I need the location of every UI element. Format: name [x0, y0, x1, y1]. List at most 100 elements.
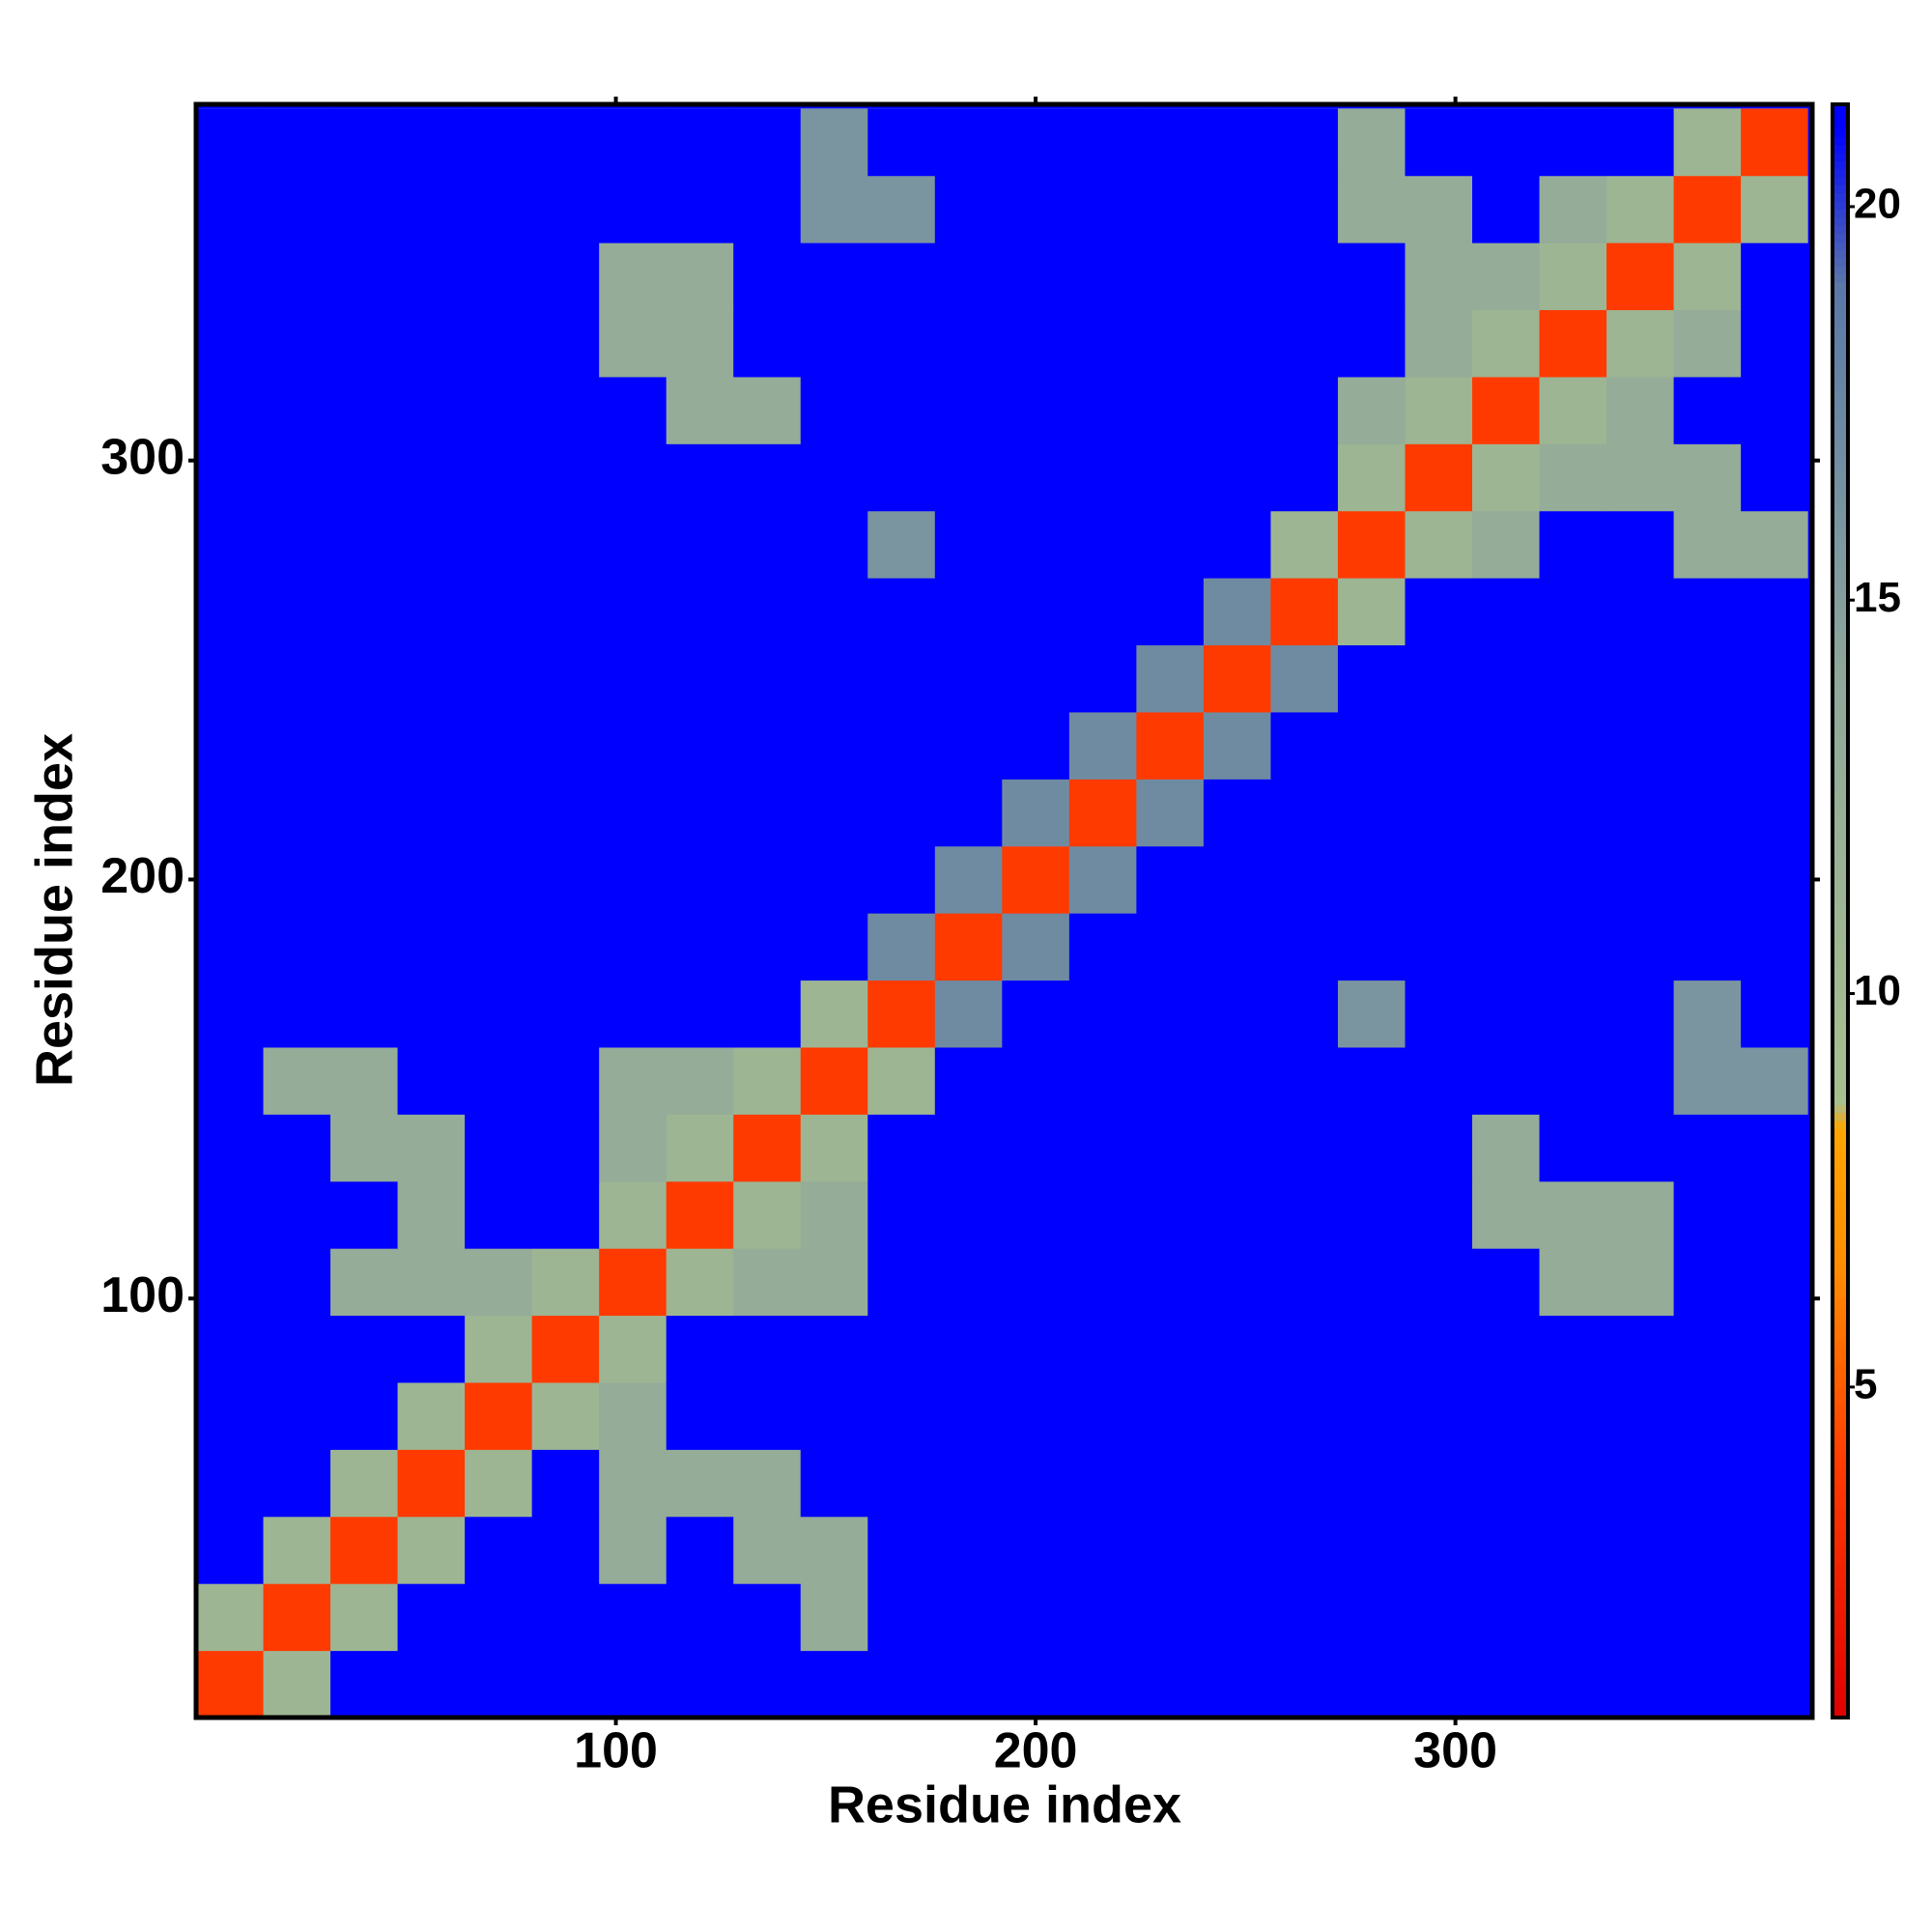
colorbar-step: [1833, 1258, 1848, 1266]
colorbar-step: [1833, 1306, 1848, 1315]
colorbar-step: [1833, 1217, 1848, 1227]
heatmap-cell: [1673, 108, 1742, 177]
colorbar-step: [1833, 870, 1848, 880]
heatmap-cell: [1472, 376, 1541, 444]
heatmap-cell: [733, 913, 802, 981]
heatmap-cell: [1002, 1650, 1070, 1719]
colorbar-step: [1833, 1208, 1848, 1218]
heatmap-cell: [263, 1650, 331, 1719]
heatmap-cell: [1405, 1046, 1473, 1115]
heatmap-cell: [1337, 1583, 1406, 1652]
heatmap-cell: [397, 1114, 466, 1182]
heatmap-cell: [531, 644, 600, 713]
heatmap-cell: [800, 309, 868, 378]
colorbar-step: [1833, 846, 1848, 856]
colorbar-step: [1833, 951, 1848, 960]
heatmap-cell: [1405, 913, 1473, 981]
heatmap-cell: [1606, 779, 1675, 847]
colorbar-step: [1833, 329, 1848, 339]
heatmap-cell: [1270, 1315, 1339, 1383]
colorbar-step: [1833, 531, 1848, 541]
heatmap-cell: [1405, 644, 1473, 713]
colorbar-step: [1833, 813, 1848, 823]
heatmap-cell: [1405, 1449, 1473, 1518]
heatmap-cell: [531, 1046, 600, 1115]
heatmap-cell: [867, 644, 936, 713]
heatmap-cell: [599, 108, 668, 177]
heatmap-cell: [666, 242, 734, 311]
colorbar-step: [1833, 1685, 1848, 1694]
heatmap-cell: [531, 1114, 600, 1182]
heatmap-cell: [1002, 510, 1070, 579]
heatmap-cell: [1337, 1315, 1406, 1383]
heatmap-cell: [1606, 711, 1675, 780]
colorbar-step: [1833, 1580, 1848, 1589]
colorbar-step: [1833, 1620, 1848, 1630]
heatmap-cell: [867, 578, 936, 646]
heatmap-cell: [1405, 1315, 1473, 1383]
colorbar-step: [1833, 467, 1848, 476]
heatmap-cell: [531, 1650, 600, 1719]
heatmap-cell: [1606, 510, 1675, 579]
colorbar-step: [1833, 1435, 1848, 1444]
heatmap-cell: [1002, 1516, 1070, 1584]
heatmap-cell: [1068, 175, 1137, 243]
heatmap-cell: [1539, 1516, 1607, 1584]
colorbar-step: [1833, 362, 1848, 372]
colorbar-step: [1833, 1378, 1848, 1388]
heatmap-cell: [263, 1180, 331, 1249]
heatmap-cell: [733, 376, 802, 444]
heatmap-cell: [397, 242, 466, 311]
heatmap-cell: [1002, 711, 1070, 780]
colorbar-step: [1833, 136, 1848, 146]
colorbar-step: [1833, 724, 1848, 734]
heatmap-cell: [330, 175, 399, 243]
heatmap-cell: [1203, 711, 1271, 780]
heatmap-cell: [934, 779, 1003, 847]
heatmap-cell: [599, 1315, 668, 1383]
heatmap-cell: [867, 845, 936, 914]
heatmap-cell: [465, 1449, 533, 1518]
colorbar-step: [1833, 1516, 1848, 1525]
heatmap-cell: [599, 578, 668, 646]
colorbar-step: [1833, 322, 1848, 331]
colorbar-step: [1833, 1112, 1848, 1122]
heatmap-cell: [867, 242, 936, 311]
colorbar-tick-label: 10: [1854, 967, 1901, 1014]
heatmap-cell: [465, 1114, 533, 1182]
colorbar-step: [1833, 700, 1848, 710]
heatmap-cell: [599, 1114, 668, 1182]
heatmap-cell: [330, 711, 399, 780]
heatmap-cell: [1136, 175, 1205, 243]
heatmap-cell: [196, 644, 265, 713]
colorbar-step: [1833, 548, 1848, 557]
heatmap-cell: [1741, 108, 1809, 177]
heatmap-cell: [1539, 510, 1607, 579]
heatmap-cell: [1405, 443, 1473, 512]
heatmap-cell: [1270, 644, 1339, 713]
heatmap-cell: [1539, 913, 1607, 981]
heatmap-cell: [1337, 578, 1406, 646]
heatmap-cell: [1068, 1381, 1137, 1450]
colorbar-step: [1833, 1605, 1848, 1613]
heatmap-cell: [263, 108, 331, 177]
heatmap-cell: [1741, 1516, 1809, 1584]
heatmap-cell: [733, 510, 802, 579]
heatmap-cell: [465, 711, 533, 780]
heatmap-cell: [1203, 1180, 1271, 1249]
heatmap-cell: [531, 1449, 600, 1518]
heatmap-cell: [1741, 980, 1809, 1048]
colorbar-step: [1833, 266, 1848, 274]
heatmap-cell: [1405, 510, 1473, 579]
heatmap-cell: [666, 175, 734, 243]
heatmap-cell: [397, 1046, 466, 1115]
heatmap-cell: [263, 510, 331, 579]
colorbar-step: [1833, 1709, 1848, 1719]
heatmap-cell: [531, 913, 600, 981]
heatmap-cell: [1203, 175, 1271, 243]
heatmap-cell: [1136, 1449, 1205, 1518]
colorbar-step: [1833, 991, 1848, 1001]
colorbar-step: [1833, 1128, 1848, 1138]
colorbar-step: [1833, 1692, 1848, 1702]
heatmap-cell: [666, 443, 734, 512]
